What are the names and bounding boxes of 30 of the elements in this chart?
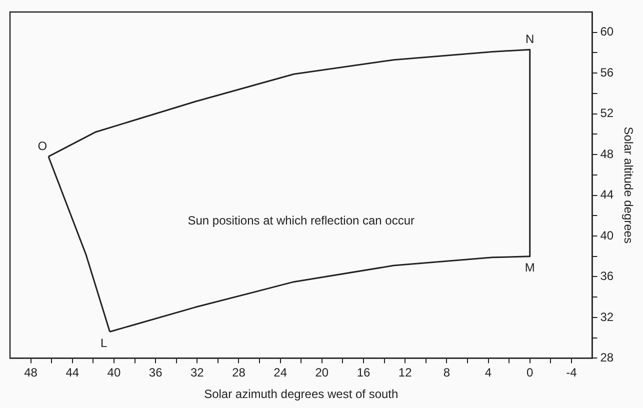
annotation: M [524, 260, 535, 275]
y-tick-label: 36 [600, 269, 614, 284]
annotation: O [38, 138, 48, 153]
x-tick-label: 12 [398, 366, 412, 380]
y-tick-label: 44 [600, 188, 614, 202]
x-tick-label: 36 [148, 366, 163, 380]
annotation: Sun positions at which reflection can occur [188, 214, 415, 228]
x-tick-label: 32 [190, 366, 204, 380]
x-tick-label: 48 [24, 366, 38, 380]
x-tick-label: 28 [232, 366, 246, 380]
y-tick-label: 52 [600, 106, 614, 120]
y-axis-title: Solar altitude degrees [621, 126, 636, 244]
x-tick-label: 20 [315, 366, 329, 380]
y-tick-label: 40 [600, 228, 614, 242]
y-tick-label: 28 [600, 350, 614, 365]
y-tick-label: 48 [600, 146, 614, 161]
x-axis-title: Solar azimuth degrees west of south [204, 387, 398, 402]
x-tick-label: 16 [356, 366, 371, 380]
y-tick-label: 32 [600, 310, 614, 324]
annotation: L [100, 336, 108, 350]
x-tick-label: 0 [526, 366, 534, 380]
y-tick-label: 56 [600, 65, 614, 80]
x-tick-label: 40 [107, 366, 121, 380]
y-tick-label: 60 [600, 24, 614, 39]
x-tick-label: -4 [566, 366, 578, 380]
x-tick-label: 24 [274, 366, 288, 380]
x-tick-label: 4 [484, 366, 492, 380]
x-tick-label: 8 [443, 366, 450, 380]
annotation: N [526, 32, 534, 46]
x-tick-label: 44 [66, 366, 80, 380]
